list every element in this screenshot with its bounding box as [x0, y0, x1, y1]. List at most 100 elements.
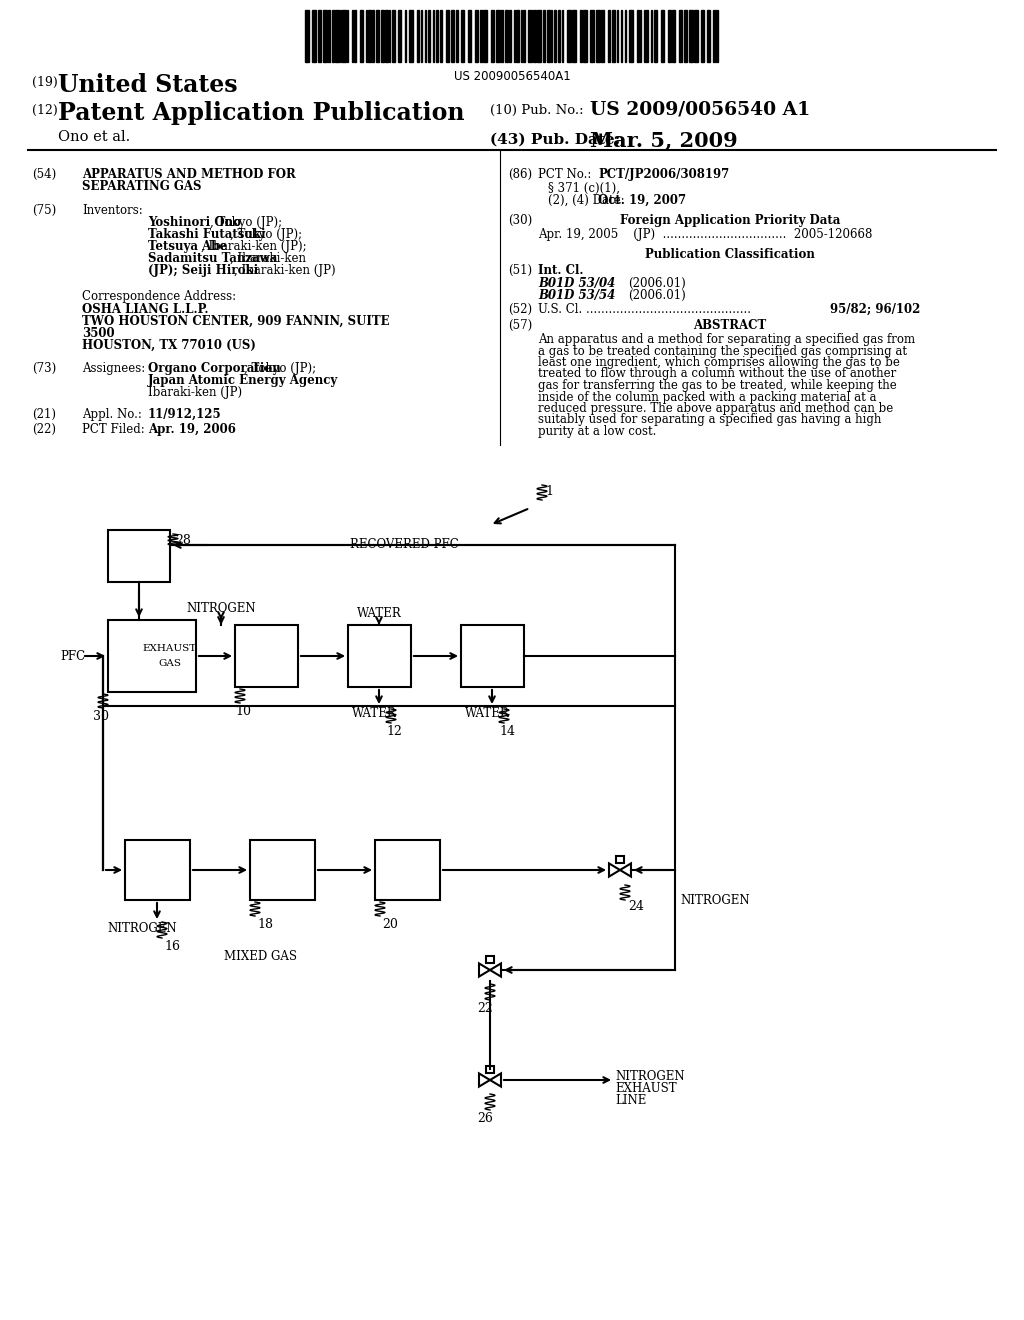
Bar	[601, 11, 604, 62]
Text: Foreign Application Priority Data: Foreign Application Priority Data	[620, 214, 840, 227]
Bar	[318, 11, 321, 62]
Text: (73): (73)	[32, 362, 56, 375]
Bar	[567, 11, 571, 62]
Text: (10) Pub. No.:: (10) Pub. No.:	[490, 104, 584, 117]
Text: , Ibaraki-ken: , Ibaraki-ken	[229, 252, 305, 265]
Text: Takashi Futatsuki: Takashi Futatsuki	[148, 228, 265, 242]
Text: (43) Pub. Date:: (43) Pub. Date:	[490, 133, 621, 147]
Text: Appl. No.:: Appl. No.:	[82, 408, 142, 421]
Text: Oct. 19, 2007: Oct. 19, 2007	[598, 194, 686, 207]
Text: NITROGEN: NITROGEN	[186, 602, 256, 615]
Bar	[428, 11, 430, 62]
Bar	[409, 11, 413, 62]
Text: PCT No.:: PCT No.:	[538, 168, 592, 181]
Bar	[328, 11, 330, 62]
Text: 18: 18	[257, 917, 273, 931]
Bar	[554, 11, 556, 62]
Bar	[348, 624, 411, 686]
Text: MIXED GAS: MIXED GAS	[223, 950, 297, 964]
Bar	[608, 11, 610, 62]
Bar	[662, 11, 664, 62]
Text: (54): (54)	[32, 168, 56, 181]
Text: 11/912,125: 11/912,125	[148, 408, 221, 421]
Polygon shape	[620, 863, 631, 876]
Bar	[646, 11, 648, 62]
Text: RECOVERED PFC: RECOVERED PFC	[350, 539, 459, 552]
Text: gas for transferring the gas to be treated, while keeping the: gas for transferring the gas to be treat…	[538, 379, 897, 392]
Text: Patent Application Publication: Patent Application Publication	[58, 102, 465, 125]
Text: 30: 30	[93, 710, 109, 723]
Text: TWO HOUSTON CENTER, 909 FANNIN, SUITE: TWO HOUSTON CENTER, 909 FANNIN, SUITE	[82, 315, 389, 327]
Bar	[523, 11, 525, 62]
Bar	[461, 624, 524, 686]
Polygon shape	[479, 964, 490, 977]
Text: , Ibaraki-ken (JP): , Ibaraki-ken (JP)	[234, 264, 336, 277]
Text: 10: 10	[234, 705, 251, 718]
Text: (21): (21)	[32, 408, 56, 421]
Text: Japan Atomic Energy Agency: Japan Atomic Energy Agency	[148, 374, 338, 387]
Text: Apr. 19, 2005    (JP)  .................................  2005-120668: Apr. 19, 2005 (JP) .....................…	[538, 228, 872, 242]
Text: WATER: WATER	[351, 708, 396, 719]
Text: (22): (22)	[32, 422, 56, 436]
Text: Ono et al.: Ono et al.	[58, 129, 130, 144]
Bar	[332, 11, 334, 62]
Bar	[446, 11, 449, 62]
Text: Mar. 5, 2009: Mar. 5, 2009	[590, 129, 737, 150]
Text: , Tokyo (JP);: , Tokyo (JP);	[229, 228, 302, 242]
Text: NITROGEN: NITROGEN	[680, 894, 750, 907]
Text: suitably used for separating a specified gas having a high: suitably used for separating a specified…	[538, 413, 882, 426]
Text: treated to flow through a column without the use of another: treated to flow through a column without…	[538, 367, 896, 380]
Bar	[496, 11, 500, 62]
Bar	[417, 11, 419, 62]
Text: 28: 28	[175, 535, 190, 546]
Bar	[436, 11, 438, 62]
Bar	[381, 11, 384, 62]
Text: APPARATUS AND METHOD FOR: APPARATUS AND METHOD FOR	[82, 168, 296, 181]
Bar	[679, 11, 682, 62]
Bar	[616, 857, 624, 863]
Bar	[590, 11, 594, 62]
Bar	[376, 11, 379, 62]
Text: B01D 53/54: B01D 53/54	[538, 289, 615, 302]
Bar	[689, 11, 693, 62]
Text: 26: 26	[477, 1111, 493, 1125]
Bar	[456, 11, 458, 62]
Text: , Tokyo (JP);: , Tokyo (JP);	[210, 216, 283, 228]
Text: 16: 16	[164, 940, 180, 953]
Text: reduced pressure. The above apparatus and method can be: reduced pressure. The above apparatus an…	[538, 403, 893, 414]
Text: WATER: WATER	[356, 607, 401, 620]
Text: Publication Classification: Publication Classification	[645, 248, 815, 261]
Text: PFC: PFC	[60, 649, 85, 663]
Bar	[694, 11, 698, 62]
Text: (2006.01): (2006.01)	[628, 289, 686, 302]
Text: 3500: 3500	[82, 327, 115, 341]
Text: LINE: LINE	[615, 1093, 646, 1106]
Bar	[108, 531, 170, 582]
Text: least one ingredient, which comprises allowing the gas to be: least one ingredient, which comprises al…	[538, 356, 900, 370]
Bar	[543, 11, 545, 62]
Bar	[528, 11, 531, 62]
Bar	[629, 11, 633, 62]
Bar	[368, 11, 371, 62]
Bar	[486, 1067, 494, 1073]
Text: HOUSTON, TX 77010 (US): HOUSTON, TX 77010 (US)	[82, 339, 256, 352]
Bar	[360, 11, 362, 62]
Text: inside of the column packed with a packing material at a: inside of the column packed with a packi…	[538, 391, 877, 404]
Text: a gas to be treated containing the specified gas comprising at: a gas to be treated containing the speci…	[538, 345, 907, 358]
Bar	[701, 11, 705, 62]
Bar	[654, 11, 657, 62]
Bar	[672, 11, 675, 62]
Bar	[312, 11, 316, 62]
Text: 95/82; 96/102: 95/82; 96/102	[830, 304, 921, 315]
Text: (19): (19)	[32, 77, 57, 88]
Text: (2006.01): (2006.01)	[628, 277, 686, 290]
Text: PCT Filed:: PCT Filed:	[82, 422, 144, 436]
Bar	[451, 11, 454, 62]
Bar	[684, 11, 687, 62]
Text: WATER: WATER	[465, 708, 509, 719]
Bar	[335, 11, 339, 62]
Bar	[372, 11, 374, 62]
Text: (12): (12)	[32, 104, 57, 117]
Bar	[234, 624, 298, 686]
Text: Sadamitsu Tanzawa: Sadamitsu Tanzawa	[148, 252, 278, 265]
